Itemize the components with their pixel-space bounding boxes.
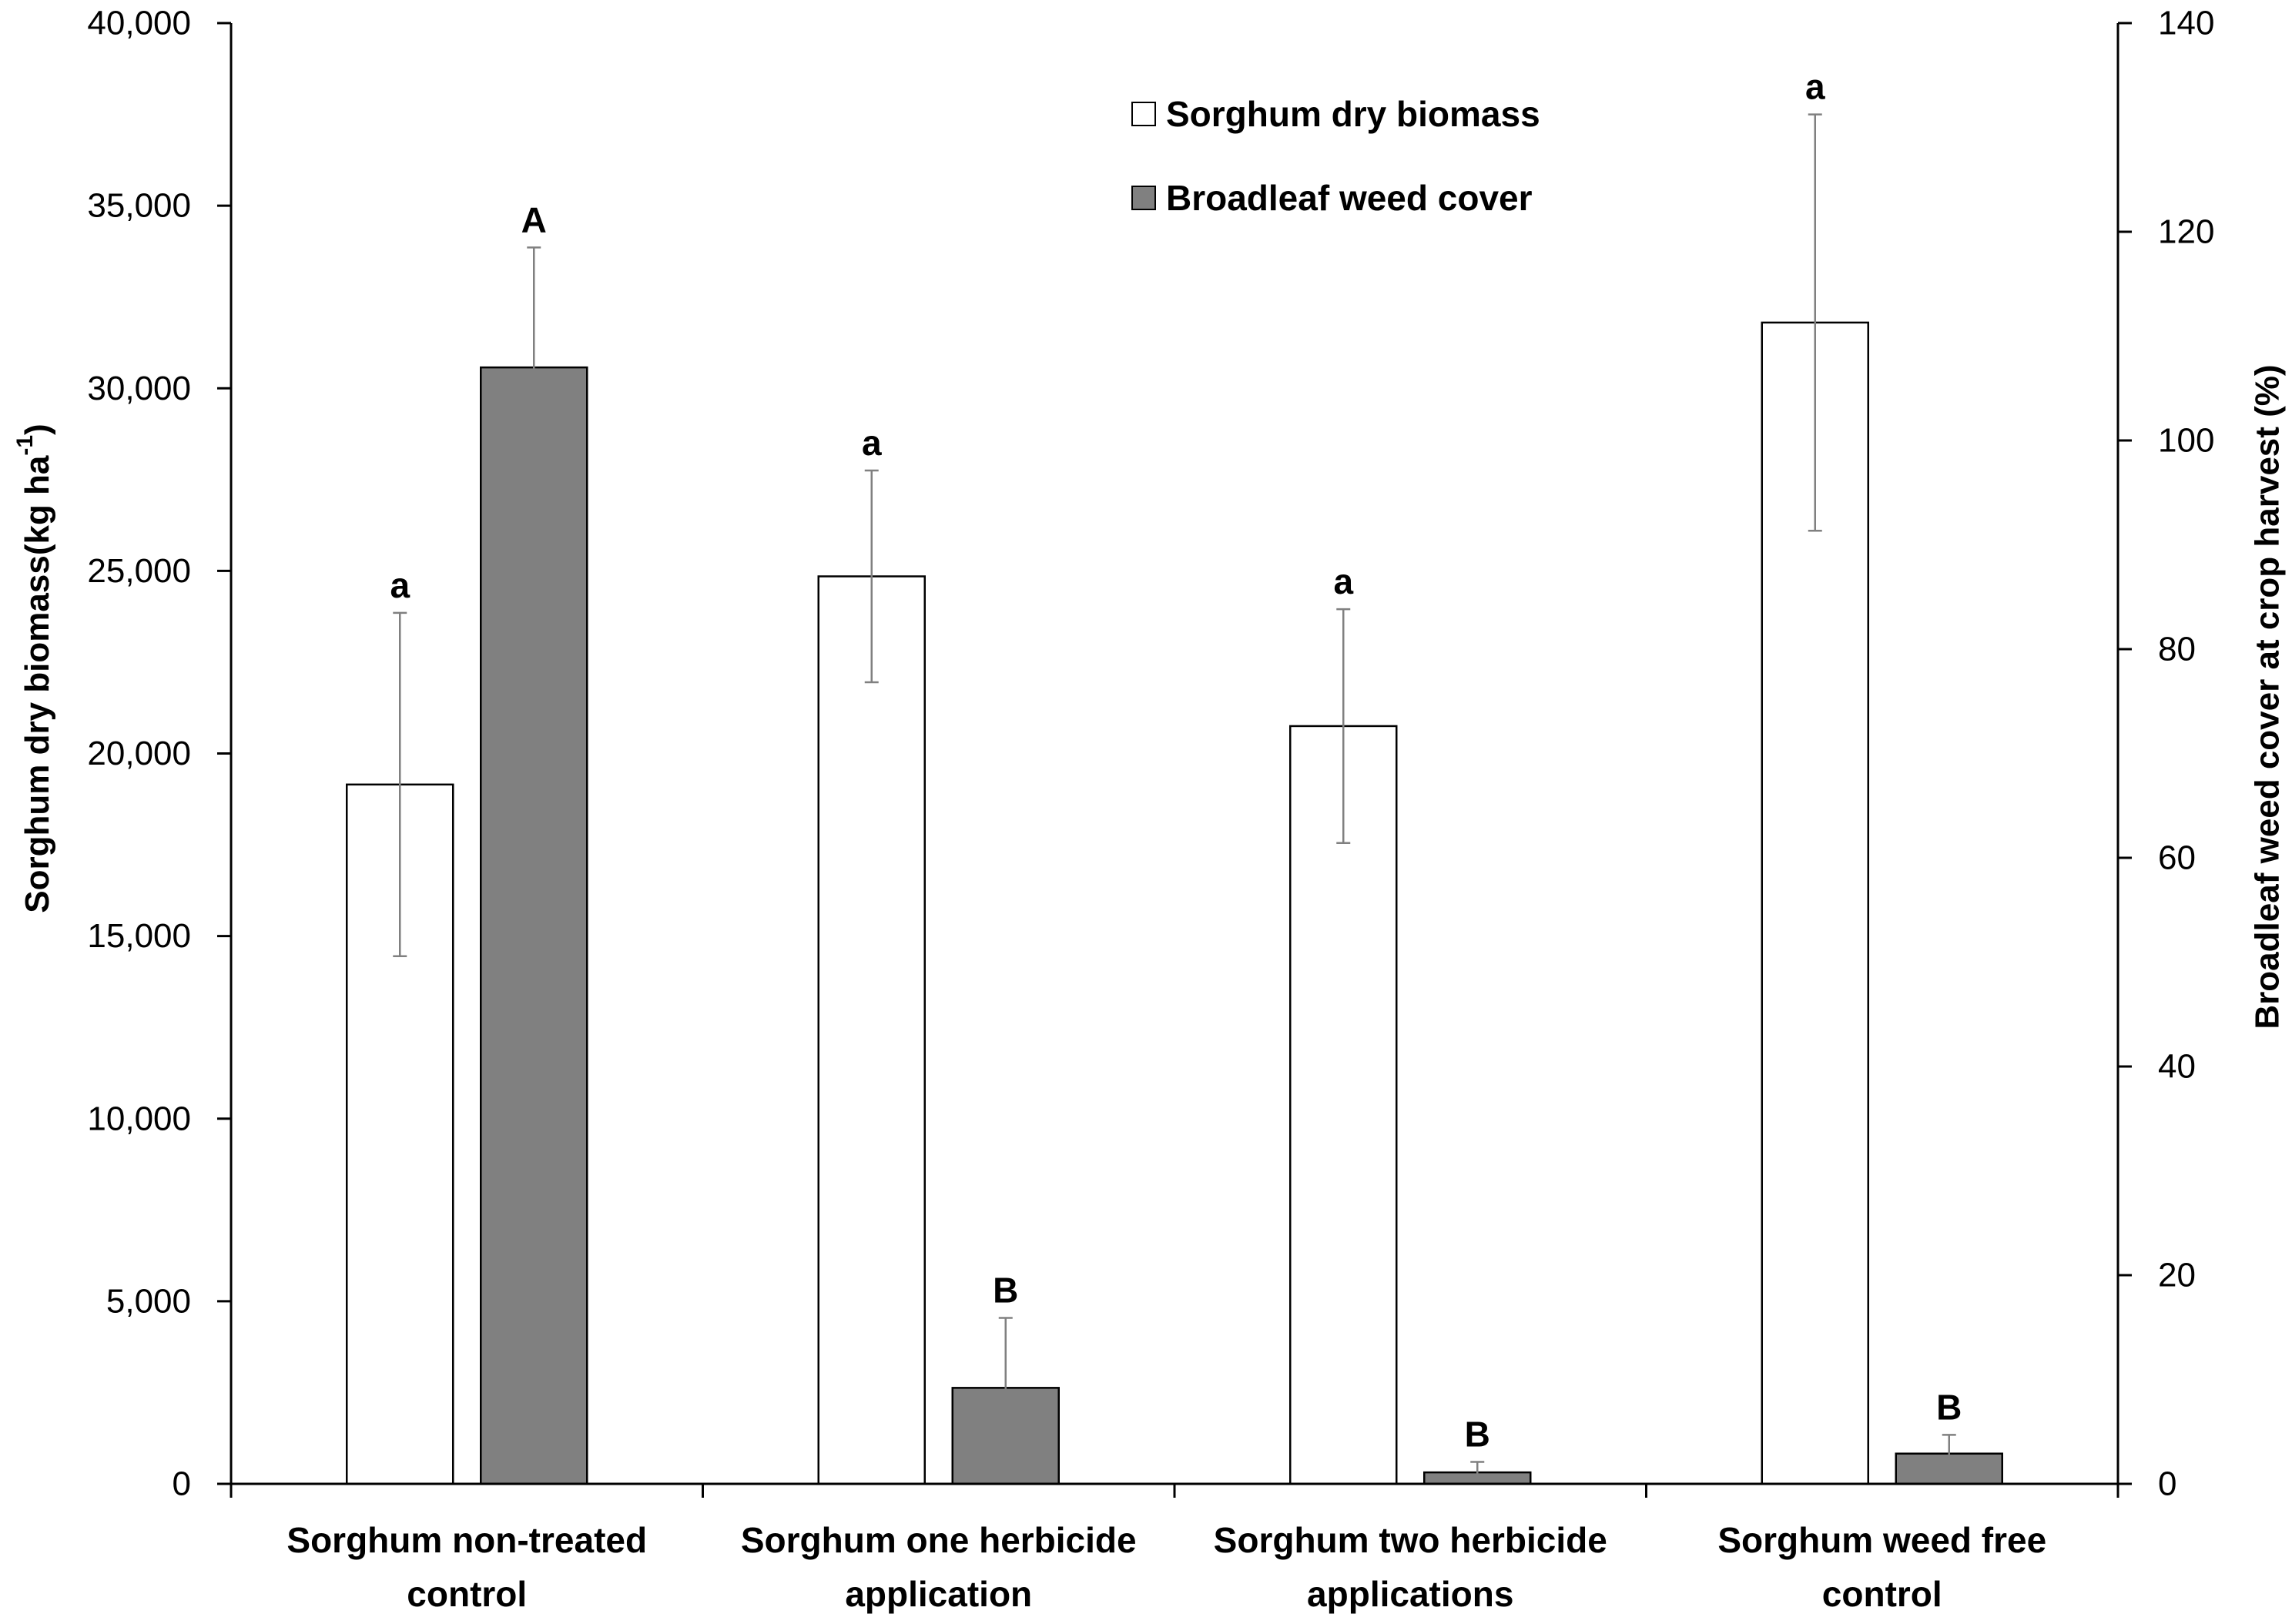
bars-layer [346,113,2003,1485]
y-right-tick-label-0: 0 [2158,1465,2176,1503]
significance-weed-cover-4: B [1936,1387,1962,1427]
legend: Sorghum dry biomass Broadleaf weed cover [1131,94,1540,218]
category-label-3-line-2: applications [1307,1574,1513,1614]
significance-weed-cover-2: B [993,1271,1018,1311]
category-label-4-line-1: Sorghum weed free [1717,1520,2046,1560]
significance-weed-cover-1: A [521,199,547,239]
category-label-2-line-2: application [845,1574,1032,1614]
significance-biomass-4: a [1805,67,1825,107]
y-right-tick-label-5: 100 [2158,422,2214,460]
category-label-3-line-1: Sorghum two herbicide [1214,1520,1607,1560]
significance-weed-cover-3: B [1465,1415,1490,1455]
legend-label-weed-cover: Broadleaf weed cover [1166,178,1533,218]
labels-layer: a a a a A B B B 0 5,000 10,000 15,000 20,000 25,000 30… [87,5,2214,1615]
category-label-1-line-2: control [407,1574,527,1614]
category-label-4-line-2: control [1822,1574,1942,1614]
y-left-tick-label-4: 20,000 [87,735,191,772]
y-left-tick-label-7: 35,000 [87,187,191,225]
bar-weed-cover-1 [480,366,588,1485]
y-right-axis-title: Broadleaf weed cover at crop harvest (%) [2249,364,2287,1029]
legend-swatch-weed-cover [1131,186,1156,210]
y-left-tick-label-5: 25,000 [87,552,191,590]
y-left-tick-label-0: 0 [173,1465,191,1503]
significance-biomass-2: a [862,423,882,463]
y-left-tick-label-6: 30,000 [87,370,191,407]
legend-swatch-biomass [1131,102,1156,126]
category-label-1-line-1: Sorghum non-treated [286,1520,647,1560]
significance-biomass-3: a [1333,561,1353,601]
y-left-tick-label-2: 10,000 [87,1100,191,1137]
y-left-tick-label-3: 15,000 [87,917,191,955]
bar-biomass-3 [1289,725,1398,1485]
y-right-tick-label-1: 20 [2158,1257,2196,1294]
significance-biomass-1: a [390,565,410,605]
bar-biomass-2 [817,575,926,1485]
y-left-tick-label-8: 40,000 [87,5,191,42]
y-right-tick-label-7: 140 [2158,5,2214,42]
y-left-axis-title: Sorghum dry biomass(kg ha-1) [12,424,56,912]
y-right-tick-label-2: 40 [2158,1048,2196,1086]
category-label-2-line-1: Sorghum one herbicide [741,1520,1137,1560]
y-left-tick-label-1: 5,000 [106,1282,191,1320]
y-right-tick-label-3: 60 [2158,839,2196,877]
y-right-tick-label-4: 80 [2158,631,2196,668]
axes-layer [217,22,2132,1498]
y-right-tick-label-6: 120 [2158,213,2214,251]
legend-label-biomass: Sorghum dry biomass [1166,94,1540,134]
